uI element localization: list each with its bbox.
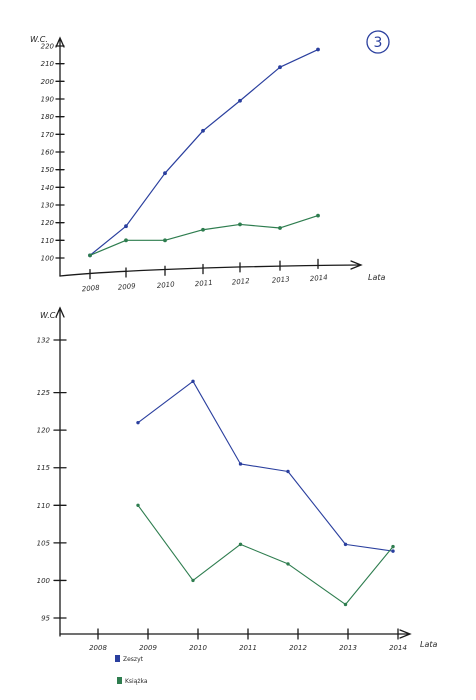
chart-1-series-line	[89, 215, 319, 256]
chart-1-data-point	[88, 253, 92, 258]
chart-2-data-point	[343, 542, 348, 547]
chart-1-x-tick-label: 2008	[82, 284, 101, 294]
chart-2-data-point	[136, 503, 140, 507]
chart-1-y-tick-label: 200	[41, 78, 55, 86]
chart-2-y-tick-label: 100	[37, 577, 51, 585]
chart-2-data-point	[343, 602, 348, 607]
chart-2-data-point	[238, 542, 243, 547]
chart-2-y-tick-label: 132	[37, 337, 51, 345]
chart-1-y-tick-label: 100	[41, 255, 55, 263]
chart-2-data-point	[286, 469, 290, 474]
chart-2-series-line	[137, 504, 394, 606]
chart-1-data-point	[316, 47, 320, 52]
page-number: 3	[374, 35, 383, 51]
chart-1-y-tick-label: 110	[41, 237, 55, 245]
legend-swatch-zeszyt	[115, 655, 120, 662]
legend-label-zeszyt: Zeszyt	[123, 656, 144, 663]
chart-1-data-point	[278, 226, 282, 230]
chart-1-y-tick-label: 180	[41, 113, 55, 121]
chart-1-series-line	[89, 48, 319, 256]
chart-2-legend: Zeszyt Książka	[115, 655, 148, 685]
chart-1-y-tick-label: 170	[41, 131, 55, 139]
chart-2-data-point	[391, 544, 395, 549]
chart-1-y-tick-label: 220	[41, 43, 55, 51]
chart-1-x-tick-label: 2013	[272, 275, 290, 285]
chart-1-x-tick-label: 2009	[118, 282, 137, 292]
chart-2-y-tick-label: 105	[37, 539, 51, 547]
chart-1-data-point	[201, 227, 205, 232]
chart-2-x-arrow	[399, 629, 412, 639]
chart-2-data-point	[238, 462, 243, 466]
chart-2-x-tick-label: 2014	[389, 644, 407, 652]
chart-1-y-tick-label: 150	[41, 166, 55, 174]
chart-1-y-axis-title: W.C.	[30, 35, 48, 44]
chart-1-data-point	[163, 171, 167, 176]
chart-1-y-tick-label: 190	[41, 96, 55, 104]
chart-1-data-point	[201, 128, 205, 133]
chart-2-y-tick-label: 95	[41, 615, 50, 623]
chart-2-x-tick-label: 2008	[89, 644, 107, 652]
chart-1-data-point	[124, 238, 128, 243]
chart-1-x-tick-label: 2010	[157, 280, 176, 290]
chart-1-data-point	[124, 224, 128, 229]
chart-1-x-tick-label: 2012	[232, 277, 251, 287]
page-number-badge: 3	[366, 30, 390, 54]
chart-1-y-tick-label: 140	[41, 184, 55, 192]
chart-2-y-tick-label: 125	[37, 389, 51, 397]
chart-1-x-axis	[59, 264, 361, 277]
chart-1-x-tick-label: 2014	[310, 274, 328, 284]
chart-2-data-point	[191, 578, 195, 583]
chart-1-data-point	[316, 213, 320, 218]
chart-2-y-tick-label: 110	[37, 502, 51, 510]
chart-2-x-tick-label: 2012	[289, 644, 307, 652]
chart-2-y-arrow	[55, 306, 65, 318]
chart-2-x-tick-label: 2009	[139, 644, 157, 652]
chart-1-y-tick-label: 210	[41, 60, 55, 68]
chart-2-y-axis-title: W.C.	[40, 311, 58, 320]
chart-1-y-tick-label: 160	[41, 149, 55, 157]
chart-2-data-point	[191, 379, 195, 384]
chart-1-y-tick-label: 130	[41, 202, 55, 210]
chart-2-x-tick-label: 2013	[339, 644, 357, 652]
chart-2-data-point	[286, 562, 290, 566]
chart-2-y-tick-label: 120	[37, 427, 51, 435]
chart-1-data-point	[238, 222, 242, 227]
chart-1-data-point	[163, 238, 167, 243]
chart-2-y-tick-label: 115	[37, 464, 51, 472]
chart-1-y-tick-label: 120	[41, 219, 55, 227]
chart-1-x-tick-label: 2011	[195, 279, 213, 289]
chart-2-x-axis-title: Lata	[420, 640, 437, 649]
chart-2-data-point	[391, 549, 395, 553]
chart-2-series-line	[137, 380, 394, 552]
legend-label-ksiazka: Książka	[125, 678, 148, 685]
chart-1-x-arrow	[350, 260, 363, 270]
chart-2: W.C. Lata 95 100 105 110 115 120 125 132 2008 20…	[37, 306, 437, 685]
chart-1-data-point	[238, 98, 242, 103]
chart-1-x-axis-title: Lata	[368, 273, 385, 282]
chart-1-y-arrow	[55, 36, 65, 48]
chart-1-data-point	[278, 65, 282, 70]
chart-1: W.C. Lata 100 110 120 130 140 150 160 170 180 190…	[30, 35, 385, 293]
legend-swatch-ksiazka	[117, 677, 122, 684]
chart-2-x-tick-label: 2011	[239, 644, 257, 652]
chart-2-data-point	[136, 420, 140, 425]
chart-2-x-tick-label: 2010	[189, 644, 207, 652]
